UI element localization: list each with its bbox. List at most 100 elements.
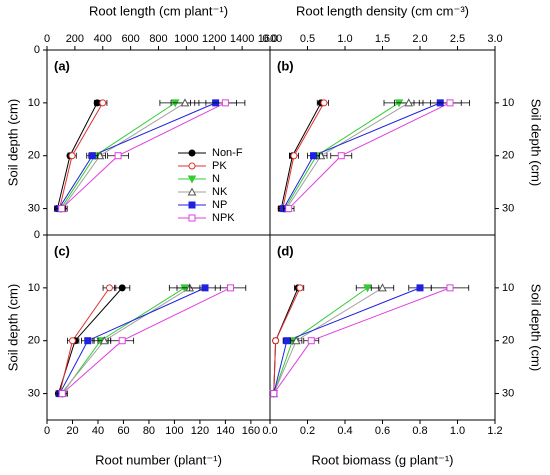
y-tick-label: 0	[34, 229, 40, 241]
panel-label: (a)	[54, 58, 70, 73]
marker	[270, 390, 278, 398]
legend-label: NPK	[212, 212, 235, 224]
marker	[58, 205, 66, 213]
panel-label: (c)	[54, 243, 70, 258]
x-tick-label: 0	[44, 425, 50, 437]
marker	[310, 152, 317, 160]
x-tick-label: 140	[216, 425, 234, 437]
x-tick-label: 0	[44, 33, 50, 45]
legend-marker	[187, 187, 197, 196]
marker	[272, 337, 280, 345]
y-tick-label: 30	[502, 387, 514, 399]
x-tick-label: 160	[242, 425, 260, 437]
legend-label: NK	[212, 186, 228, 198]
panel-frame	[46, 234, 271, 421]
x-tick-label: 0.0	[262, 33, 277, 45]
marker	[446, 99, 454, 107]
marker	[88, 152, 96, 160]
x-tick-label: 3.0	[487, 33, 502, 45]
x-tick-label: 1.5	[375, 33, 390, 45]
marker	[68, 337, 76, 345]
marker	[84, 337, 92, 345]
legend-marker	[188, 214, 196, 222]
marker	[285, 205, 293, 213]
x-tick-label: 1200	[202, 33, 226, 45]
marker	[283, 337, 291, 345]
panel-frame	[46, 49, 271, 236]
marker	[105, 284, 113, 292]
x-tick-label: 40	[92, 425, 104, 437]
y-tick-label: 10	[502, 282, 514, 294]
legend-marker	[188, 149, 196, 157]
marker	[114, 152, 122, 160]
legend-marker	[188, 201, 196, 209]
marker	[58, 390, 66, 398]
x-tick-label: 0.6	[375, 425, 390, 437]
marker	[446, 284, 454, 292]
x-tick-label: 1600	[258, 33, 282, 45]
x-axis-label: Root number (plant⁻¹)	[95, 452, 222, 467]
x-tick-label: 120	[191, 425, 209, 437]
x-tick-label: 800	[149, 33, 167, 45]
x-axis-label: Root length (cm plant⁻¹)	[89, 3, 228, 18]
y-tick-label: 20	[502, 335, 514, 347]
x-tick-label: 100	[165, 425, 183, 437]
x-tick-label: 600	[121, 33, 139, 45]
marker	[296, 284, 304, 292]
y-tick-label: 20	[502, 150, 514, 162]
marker	[291, 336, 301, 345]
y-tick-label: 30	[502, 202, 514, 214]
marker	[363, 284, 372, 293]
x-tick-label: 0.0	[262, 425, 277, 437]
y-tick-label: 10	[28, 282, 40, 294]
y-axis-label: Soil depth (cm)	[529, 99, 544, 186]
marker	[416, 284, 424, 292]
y-tick-label: 0	[34, 44, 40, 56]
x-tick-label: 0.4	[337, 425, 352, 437]
x-axis-label: Root length density (cm cm⁻³)	[296, 3, 469, 18]
y-axis-label: Soil depth (cm)	[529, 284, 544, 371]
y-tick-label: 20	[28, 150, 40, 162]
x-tick-label: 80	[143, 425, 155, 437]
legend-label: N	[212, 173, 220, 185]
x-tick-label: 1000	[174, 33, 198, 45]
y-tick-label: 10	[28, 97, 40, 109]
x-tick-label: 2.5	[450, 33, 465, 45]
x-tick-label: 400	[94, 33, 112, 45]
x-tick-label: 0.8	[412, 425, 427, 437]
y-tick-label: 10	[502, 97, 514, 109]
panel-frame	[269, 49, 496, 236]
marker	[201, 284, 209, 292]
x-tick-label: 0.5	[300, 33, 315, 45]
legend-label: PK	[212, 160, 227, 172]
y-axis-label: Soil depth (cm)	[5, 284, 20, 371]
x-tick-label: 1.2	[487, 425, 502, 437]
x-tick-label: 1400	[230, 33, 254, 45]
series-line	[61, 102, 226, 209]
panel-frame	[269, 234, 496, 421]
marker	[320, 99, 328, 107]
panel-label: (d)	[277, 243, 294, 258]
legend-label: NP	[212, 199, 227, 211]
marker	[68, 152, 76, 160]
x-tick-label: 20	[66, 425, 78, 437]
marker	[221, 99, 229, 107]
marker	[118, 337, 126, 345]
marker	[378, 283, 387, 292]
y-tick-label: 20	[28, 335, 40, 347]
x-tick-label: 1.0	[450, 425, 465, 437]
marker	[180, 98, 190, 107]
legend-marker	[188, 162, 196, 170]
panel-label: (b)	[277, 58, 294, 73]
marker	[337, 152, 345, 160]
legend-label: Non-F	[212, 147, 243, 159]
marker	[404, 98, 414, 107]
marker	[100, 336, 109, 345]
x-tick-label: 2.0	[412, 33, 427, 45]
y-tick-label: 30	[28, 202, 40, 214]
x-tick-label: 60	[117, 425, 129, 437]
marker	[290, 152, 298, 160]
x-tick-label: 200	[66, 33, 84, 45]
y-tick-label: 30	[28, 387, 40, 399]
